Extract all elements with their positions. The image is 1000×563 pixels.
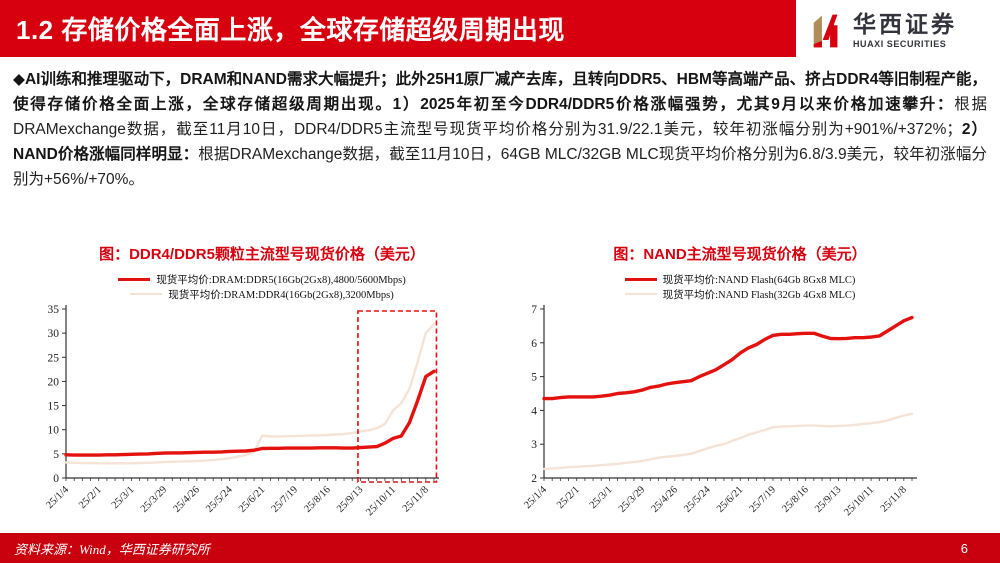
nand-chart-title: 图：NAND主流型号现货价格（美元）	[613, 246, 867, 263]
legend-line-swatch	[118, 277, 151, 281]
svg-text:25/3/1: 25/3/1	[588, 484, 615, 511]
ddr-chart-legend: 现货平均价:DRAM:DDR5(16Gb(2Gx8),4800/5600Mbps…	[36, 272, 488, 301]
emphasis-text: 2）NAND价格涨幅同样明显：	[13, 121, 987, 163]
svg-text:0: 0	[53, 473, 59, 485]
svg-text:10: 10	[48, 425, 60, 437]
svg-text:25/3/1: 25/3/1	[110, 484, 137, 511]
svg-text:25/5/24: 25/5/24	[204, 484, 235, 515]
source-note: 资料来源：Wind，华西证券研究所	[14, 541, 210, 557]
svg-text:25/9/13: 25/9/13	[813, 484, 843, 514]
legend-label: 现货平均价:DRAM:DDR4(16Gb(2Gx8),3200Mbps)	[168, 289, 394, 301]
legend-item: 现货平均价:NAND Flash(32Gb 4Gx8 MLC)	[624, 287, 856, 301]
company-logo: 华西证券 HUAXI SECURITIES	[796, 0, 1000, 62]
body-paragraph: ◆AI训练和推理驱动下，DRAM和NAND需求大幅提升；此外25H1原厂减产去库…	[13, 67, 987, 192]
svg-text:25/2/1: 25/2/1	[77, 484, 104, 511]
svg-text:20: 20	[48, 376, 60, 388]
page-title: 1.2 存储价格全面上涨，全球存储超级周期出现	[16, 15, 565, 45]
logo-text: 华西证券 HUAXI SECURITIES	[853, 13, 957, 49]
svg-text:25/5/24: 25/5/24	[682, 484, 713, 515]
legend-line-swatch	[624, 277, 657, 281]
ddr-price-chart-block: 图：DDR4/DDR5颗粒主流型号现货价格（美元） 现货平均价:DRAM:DDR…	[36, 243, 488, 525]
ddr-chart-title: 图：DDR4/DDR5颗粒主流型号现货价格（美元）	[99, 246, 425, 263]
charts-section: 图：DDR4/DDR5颗粒主流型号现货价格（美元） 现货平均价:DRAM:DDR…	[0, 243, 1000, 533]
legend-line-swatch	[130, 293, 163, 295]
svg-text:25/1/4: 25/1/4	[44, 484, 71, 511]
legend-label: 现货平均价:DRAM:DDR5(16Gb(2Gx8),4800/5600Mbps…	[156, 274, 406, 286]
svg-text:25/10/11: 25/10/11	[364, 484, 398, 518]
body-text: 根据DRAMexchange数据，截至11月10日，64GB MLC/32GB …	[13, 146, 987, 188]
svg-text:25/10/11: 25/10/11	[842, 484, 876, 518]
svg-text:25/3/29: 25/3/29	[139, 484, 169, 514]
svg-text:35: 35	[48, 304, 60, 316]
svg-text:3: 3	[531, 439, 537, 451]
svg-text:25/4/26: 25/4/26	[649, 484, 679, 514]
svg-text:25/8/16: 25/8/16	[780, 484, 810, 514]
svg-text:25/4/26: 25/4/26	[171, 484, 201, 514]
legend-label: 现货平均价:NAND Flash(64Gb 8Gx8 MLC)	[662, 274, 856, 286]
logo-en-text: HUAXI SECURITIES	[853, 39, 947, 49]
svg-text:25/9/13: 25/9/13	[335, 484, 365, 514]
emphasis-text: ◆AI训练和推理驱动下，DRAM和NAND需求大幅提升；此外25H1原厂减产去库…	[13, 71, 987, 113]
svg-text:25/6/21: 25/6/21	[237, 484, 267, 514]
footer-bar: 资料来源：Wind，华西证券研究所 6	[0, 533, 1000, 563]
logo-cn-text: 华西证券	[853, 12, 957, 37]
legend-line-swatch	[624, 293, 657, 295]
svg-text:25/7/19: 25/7/19	[748, 484, 778, 514]
legend-item: 现货平均价:DRAM:DDR4(16Gb(2Gx8),3200Mbps)	[130, 287, 394, 301]
legend-item: 现货平均价:DRAM:DDR5(16Gb(2Gx8),4800/5600Mbps…	[118, 272, 406, 286]
svg-text:25/8/16: 25/8/16	[302, 484, 332, 514]
svg-text:15: 15	[48, 401, 60, 413]
legend-label: 现货平均价:NAND Flash(32Gb 4Gx8 MLC)	[662, 289, 856, 301]
nand-price-chart-block: 图：NAND主流型号现货价格（美元） 现货平均价:NAND Flash(64Gb…	[514, 243, 966, 525]
legend-item: 现货平均价:NAND Flash(64Gb 8Gx8 MLC)	[624, 272, 856, 286]
svg-text:2: 2	[531, 473, 537, 485]
svg-text:25/6/21: 25/6/21	[715, 484, 745, 514]
svg-text:6: 6	[531, 338, 537, 350]
svg-text:5: 5	[531, 372, 537, 384]
svg-text:25/2/1: 25/2/1	[555, 484, 582, 511]
svg-text:25: 25	[48, 352, 60, 364]
svg-text:5: 5	[53, 449, 59, 461]
huaxi-logo-icon	[813, 14, 838, 48]
svg-text:25/11/8: 25/11/8	[401, 484, 431, 514]
svg-text:4: 4	[531, 405, 537, 417]
header-bar: 1.2 存储价格全面上涨，全球存储超级周期出现 华西证券 HUAXI SECUR…	[0, 0, 1000, 62]
body-text: 根据DRAMexchange数据，截至11月10日，DDR4/DDR5主流型号现…	[13, 96, 987, 138]
page-number: 6	[960, 540, 968, 556]
nand-chart-legend: 现货平均价:NAND Flash(64Gb 8Gx8 MLC) 现货平均价:NAN…	[514, 272, 966, 301]
svg-text:30: 30	[48, 328, 60, 340]
svg-text:25/11/8: 25/11/8	[879, 484, 909, 514]
svg-text:7: 7	[531, 304, 537, 316]
svg-text:25/1/4: 25/1/4	[522, 484, 549, 511]
svg-text:25/7/19: 25/7/19	[270, 484, 300, 514]
svg-text:25/3/29: 25/3/29	[617, 484, 647, 514]
